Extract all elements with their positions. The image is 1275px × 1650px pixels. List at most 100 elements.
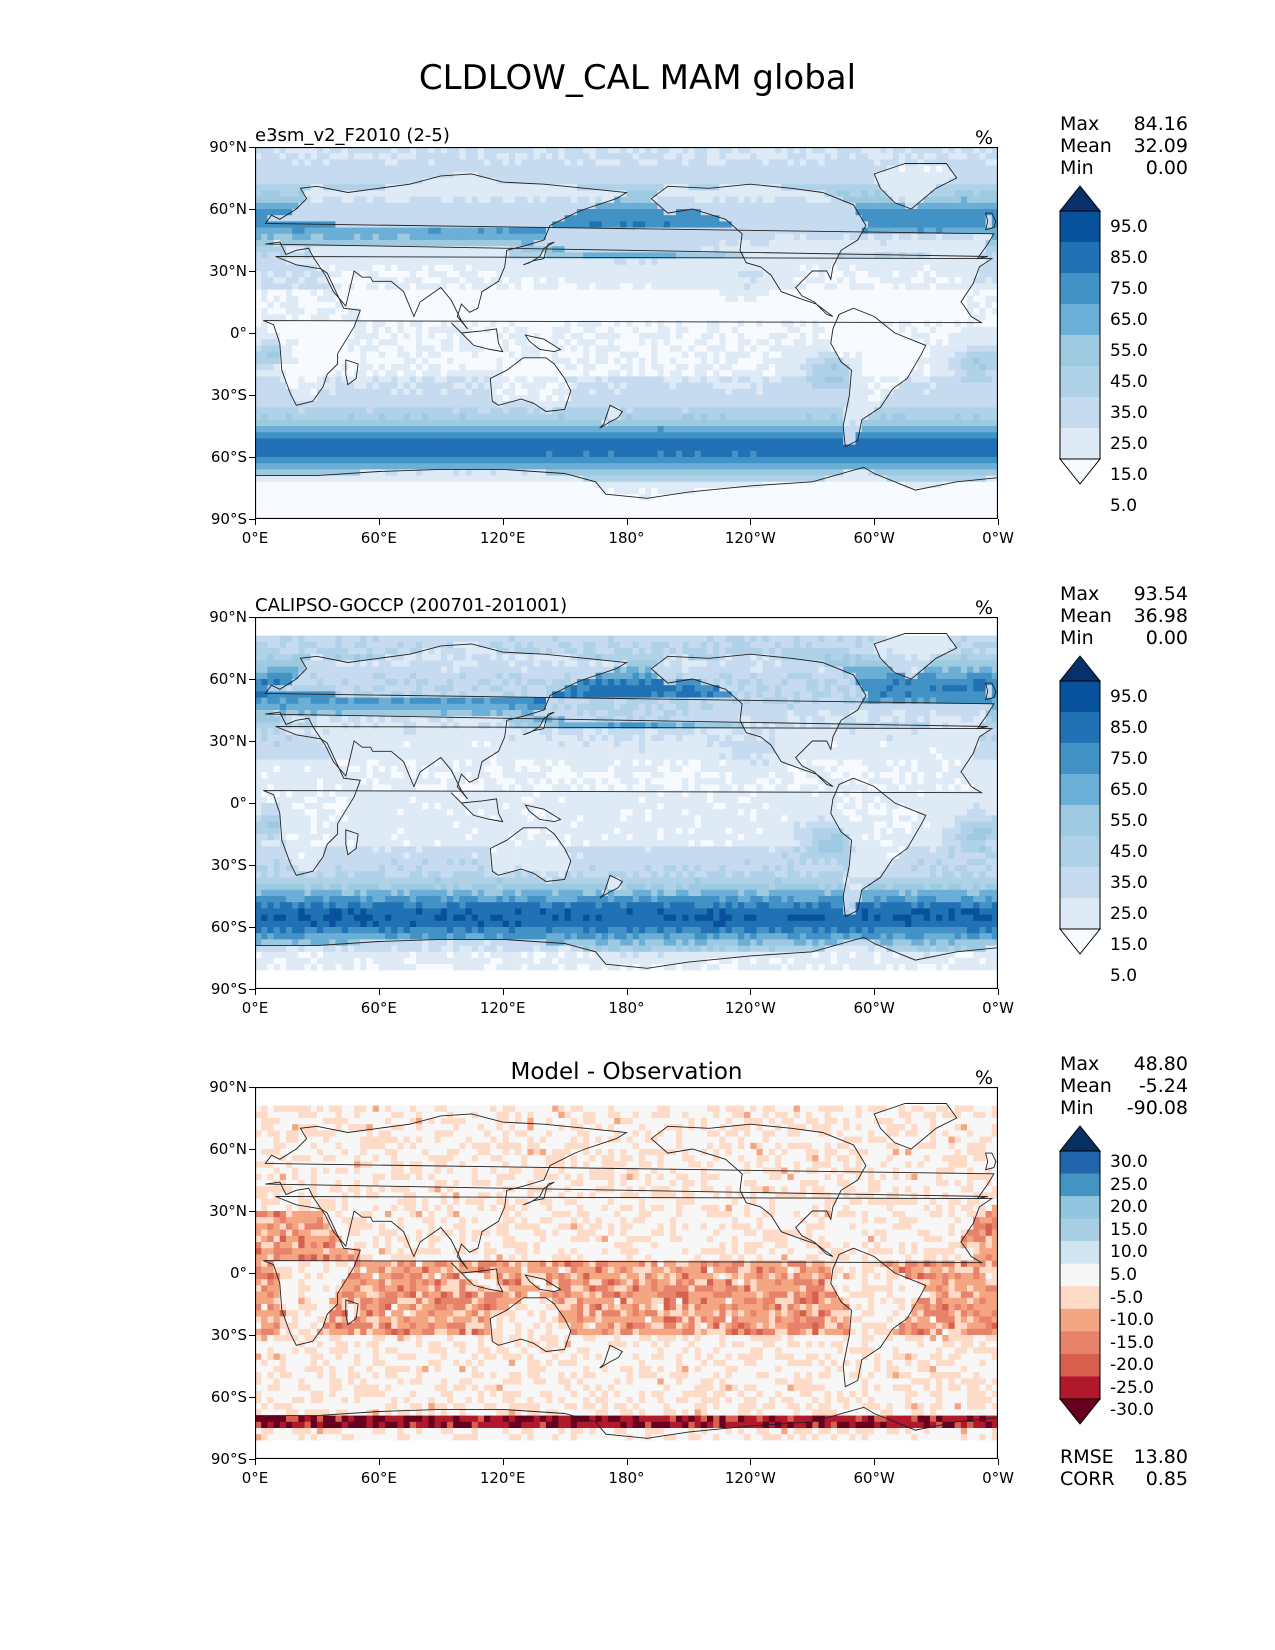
field-cell	[849, 233, 856, 241]
field-cell	[626, 184, 634, 191]
field-cell	[793, 252, 801, 259]
field-cell	[942, 264, 949, 272]
field-cell	[409, 184, 417, 191]
field-cell	[428, 395, 435, 402]
field-cell	[979, 184, 987, 191]
field-cell	[948, 289, 956, 297]
field-cell	[267, 233, 274, 241]
field-cell	[638, 395, 646, 402]
field-cell	[713, 153, 720, 160]
field-cell	[793, 165, 801, 173]
field-cell	[428, 388, 435, 396]
field-cell	[533, 227, 541, 235]
field-cell	[397, 171, 404, 179]
field-cell	[954, 153, 962, 160]
field-cell	[855, 215, 863, 222]
field-cell	[855, 165, 863, 173]
field-cell	[515, 147, 522, 154]
field-cell	[521, 221, 528, 228]
field-cell	[837, 233, 844, 241]
field-cell	[304, 382, 312, 390]
field-cell	[744, 302, 751, 309]
field-cell	[861, 345, 869, 352]
field-cell	[706, 252, 714, 259]
field-cell	[465, 295, 473, 303]
field-cell	[310, 159, 318, 166]
field-cell	[583, 370, 590, 377]
field-cell	[936, 227, 943, 235]
field-cell	[570, 153, 578, 160]
field-cell	[583, 283, 590, 290]
field-cell	[459, 171, 466, 179]
field-cell	[459, 165, 466, 173]
field-cell	[979, 153, 987, 160]
field-cell	[595, 233, 603, 241]
field-cell	[576, 401, 584, 408]
field-cell	[750, 196, 757, 204]
field-cell	[583, 227, 590, 235]
field-cell	[484, 382, 491, 390]
field-cell	[607, 314, 615, 321]
field-cell	[638, 370, 646, 377]
field-cell	[614, 308, 621, 315]
field-cell	[799, 178, 807, 185]
field-cell	[632, 277, 640, 284]
field-cell	[806, 339, 813, 346]
field-cell	[942, 302, 949, 309]
field-cell	[440, 221, 448, 228]
field-cell	[502, 227, 510, 235]
field-cell	[874, 277, 881, 284]
field-cell	[954, 240, 962, 247]
field-cell	[546, 320, 553, 328]
field-cell	[502, 289, 510, 297]
field-cell	[601, 178, 609, 185]
field-cell	[583, 326, 590, 334]
field-cell	[614, 196, 621, 204]
field-cell	[837, 308, 844, 315]
field-cell	[576, 196, 584, 204]
field-cell	[700, 302, 708, 309]
field-cell	[304, 171, 312, 179]
field-cell	[335, 345, 343, 352]
field-cell	[861, 240, 869, 247]
field-cell	[607, 320, 615, 328]
field-cell	[255, 159, 262, 166]
field-cell	[936, 289, 943, 297]
field-cell	[719, 326, 726, 334]
field-cell	[477, 159, 485, 166]
field-cell	[787, 295, 795, 303]
field-cell	[583, 196, 590, 204]
field-cell	[725, 314, 733, 321]
field-cell	[316, 240, 324, 247]
field-cell	[936, 147, 943, 154]
field-cell	[459, 221, 466, 228]
field-cell	[614, 258, 621, 266]
field-cell	[267, 364, 274, 371]
field-cell	[310, 271, 318, 278]
field-cell	[713, 209, 720, 216]
field-cell	[515, 184, 522, 191]
field-cell	[620, 246, 627, 253]
field-cell	[285, 302, 293, 309]
field-cell	[576, 395, 584, 402]
field-cell	[787, 202, 795, 210]
field-cell	[465, 333, 473, 340]
field-cell	[719, 376, 726, 383]
field-cell	[533, 277, 541, 284]
field-cell	[923, 215, 931, 222]
field-cell	[273, 308, 281, 315]
field-cell	[775, 178, 782, 185]
field-cell	[316, 289, 324, 297]
field-cell	[465, 277, 473, 284]
field-cell	[731, 320, 739, 328]
field-cell	[694, 326, 702, 334]
field-cell	[682, 388, 689, 396]
field-cell	[434, 364, 442, 371]
field-cell	[632, 258, 640, 266]
field-cell	[558, 209, 565, 216]
field-cell	[657, 227, 665, 235]
field-cell	[366, 314, 374, 321]
field-cell	[979, 345, 987, 352]
field-cell	[267, 264, 274, 272]
field-cell	[570, 209, 578, 216]
